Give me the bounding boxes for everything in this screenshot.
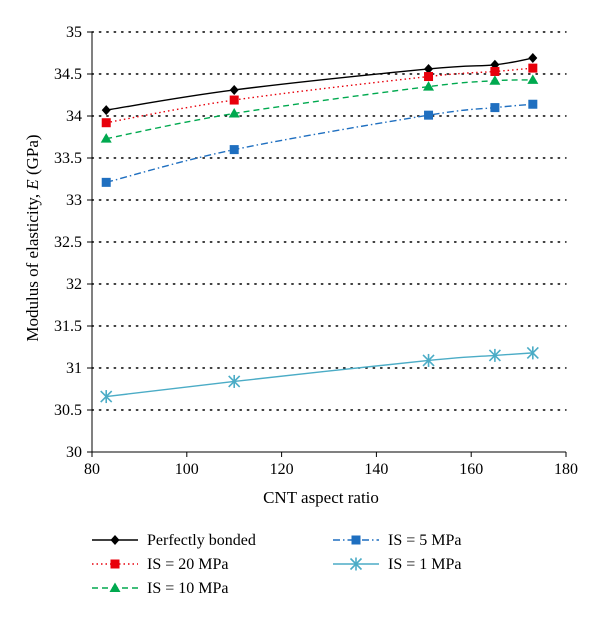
data-point [229, 84, 239, 95]
data-point [228, 107, 240, 118]
x-tick-label: 140 [364, 461, 388, 478]
series-line [106, 67, 533, 124]
data-point [101, 105, 111, 116]
y-tick-label: 34 [66, 108, 82, 125]
data-point [424, 110, 434, 120]
y-tick-label: 32.5 [54, 234, 82, 251]
data-point [423, 81, 435, 91]
legend-label: Perfectly bonded [147, 532, 256, 549]
legend-item: IS = 20 MPa [92, 556, 228, 573]
legend: Perfectly bonded IS = 20 MPa IS = 10 MPa IS… [92, 532, 461, 597]
y-tick-label: 32 [66, 276, 82, 293]
series-markers [100, 53, 539, 404]
legend-marker [109, 582, 121, 592]
y-tick-label: 30 [66, 444, 82, 461]
x-tick-label: 120 [270, 461, 294, 478]
data-point [490, 66, 500, 76]
x-tick-label: 100 [175, 461, 199, 478]
data-point [422, 353, 435, 367]
legend-marker [110, 559, 120, 569]
data-point [489, 75, 501, 85]
legend-label: IS = 10 MPa [147, 580, 228, 597]
data-point [100, 390, 113, 404]
legend-label: IS = 5 MPa [388, 532, 461, 549]
legend-marker [351, 535, 361, 545]
x-axis-label: CNT aspect ratio [263, 488, 379, 507]
data-point [424, 72, 434, 82]
data-point [488, 348, 501, 362]
data-point [528, 53, 538, 64]
legend-marker [349, 557, 363, 571]
data-point [527, 74, 539, 84]
series-lines [106, 57, 533, 398]
legend-label: IS = 20 MPa [147, 556, 228, 573]
legend-item: IS = 1 MPa [333, 556, 461, 573]
data-point [528, 99, 538, 109]
legend-marker [110, 535, 120, 545]
data-point [490, 103, 500, 113]
x-tick-label: 80 [84, 461, 100, 478]
y-tick-label: 30.5 [54, 402, 82, 419]
data-point [228, 374, 241, 388]
y-axis-label: Modulus of elasticity, E (GPa) [23, 134, 42, 341]
x-tick-label: 180 [554, 461, 578, 478]
y-tick-label: 31.5 [54, 318, 82, 335]
y-tick-label: 33.5 [54, 150, 82, 167]
y-tick-label: 34.5 [54, 66, 82, 83]
y-tick-label: 35 [66, 24, 82, 41]
legend-label: IS = 1 MPa [388, 556, 461, 573]
y-tick-label: 33 [66, 192, 82, 209]
grid-lines [91, 31, 567, 411]
legend-item: IS = 10 MPa [92, 580, 228, 597]
series-line [106, 57, 533, 111]
data-point [229, 95, 239, 105]
legend-item: Perfectly bonded [92, 532, 256, 549]
data-point [101, 118, 111, 128]
x-tick-label: 160 [459, 461, 483, 478]
data-point [526, 346, 539, 360]
y-axis-ticks: 30 30.5 31 31.5 32 32.5 33 33.5 34 34.5 35 [54, 24, 92, 461]
series-line [106, 352, 533, 398]
data-point [229, 145, 239, 155]
x-axis-ticks: 80 100 120 140 160 180 [84, 452, 578, 478]
y-tick-label: 31 [66, 360, 82, 377]
data-point [100, 133, 112, 143]
data-point [528, 63, 538, 73]
data-point [424, 63, 434, 74]
legend-item: IS = 5 MPa [333, 532, 461, 549]
data-point [101, 177, 111, 187]
